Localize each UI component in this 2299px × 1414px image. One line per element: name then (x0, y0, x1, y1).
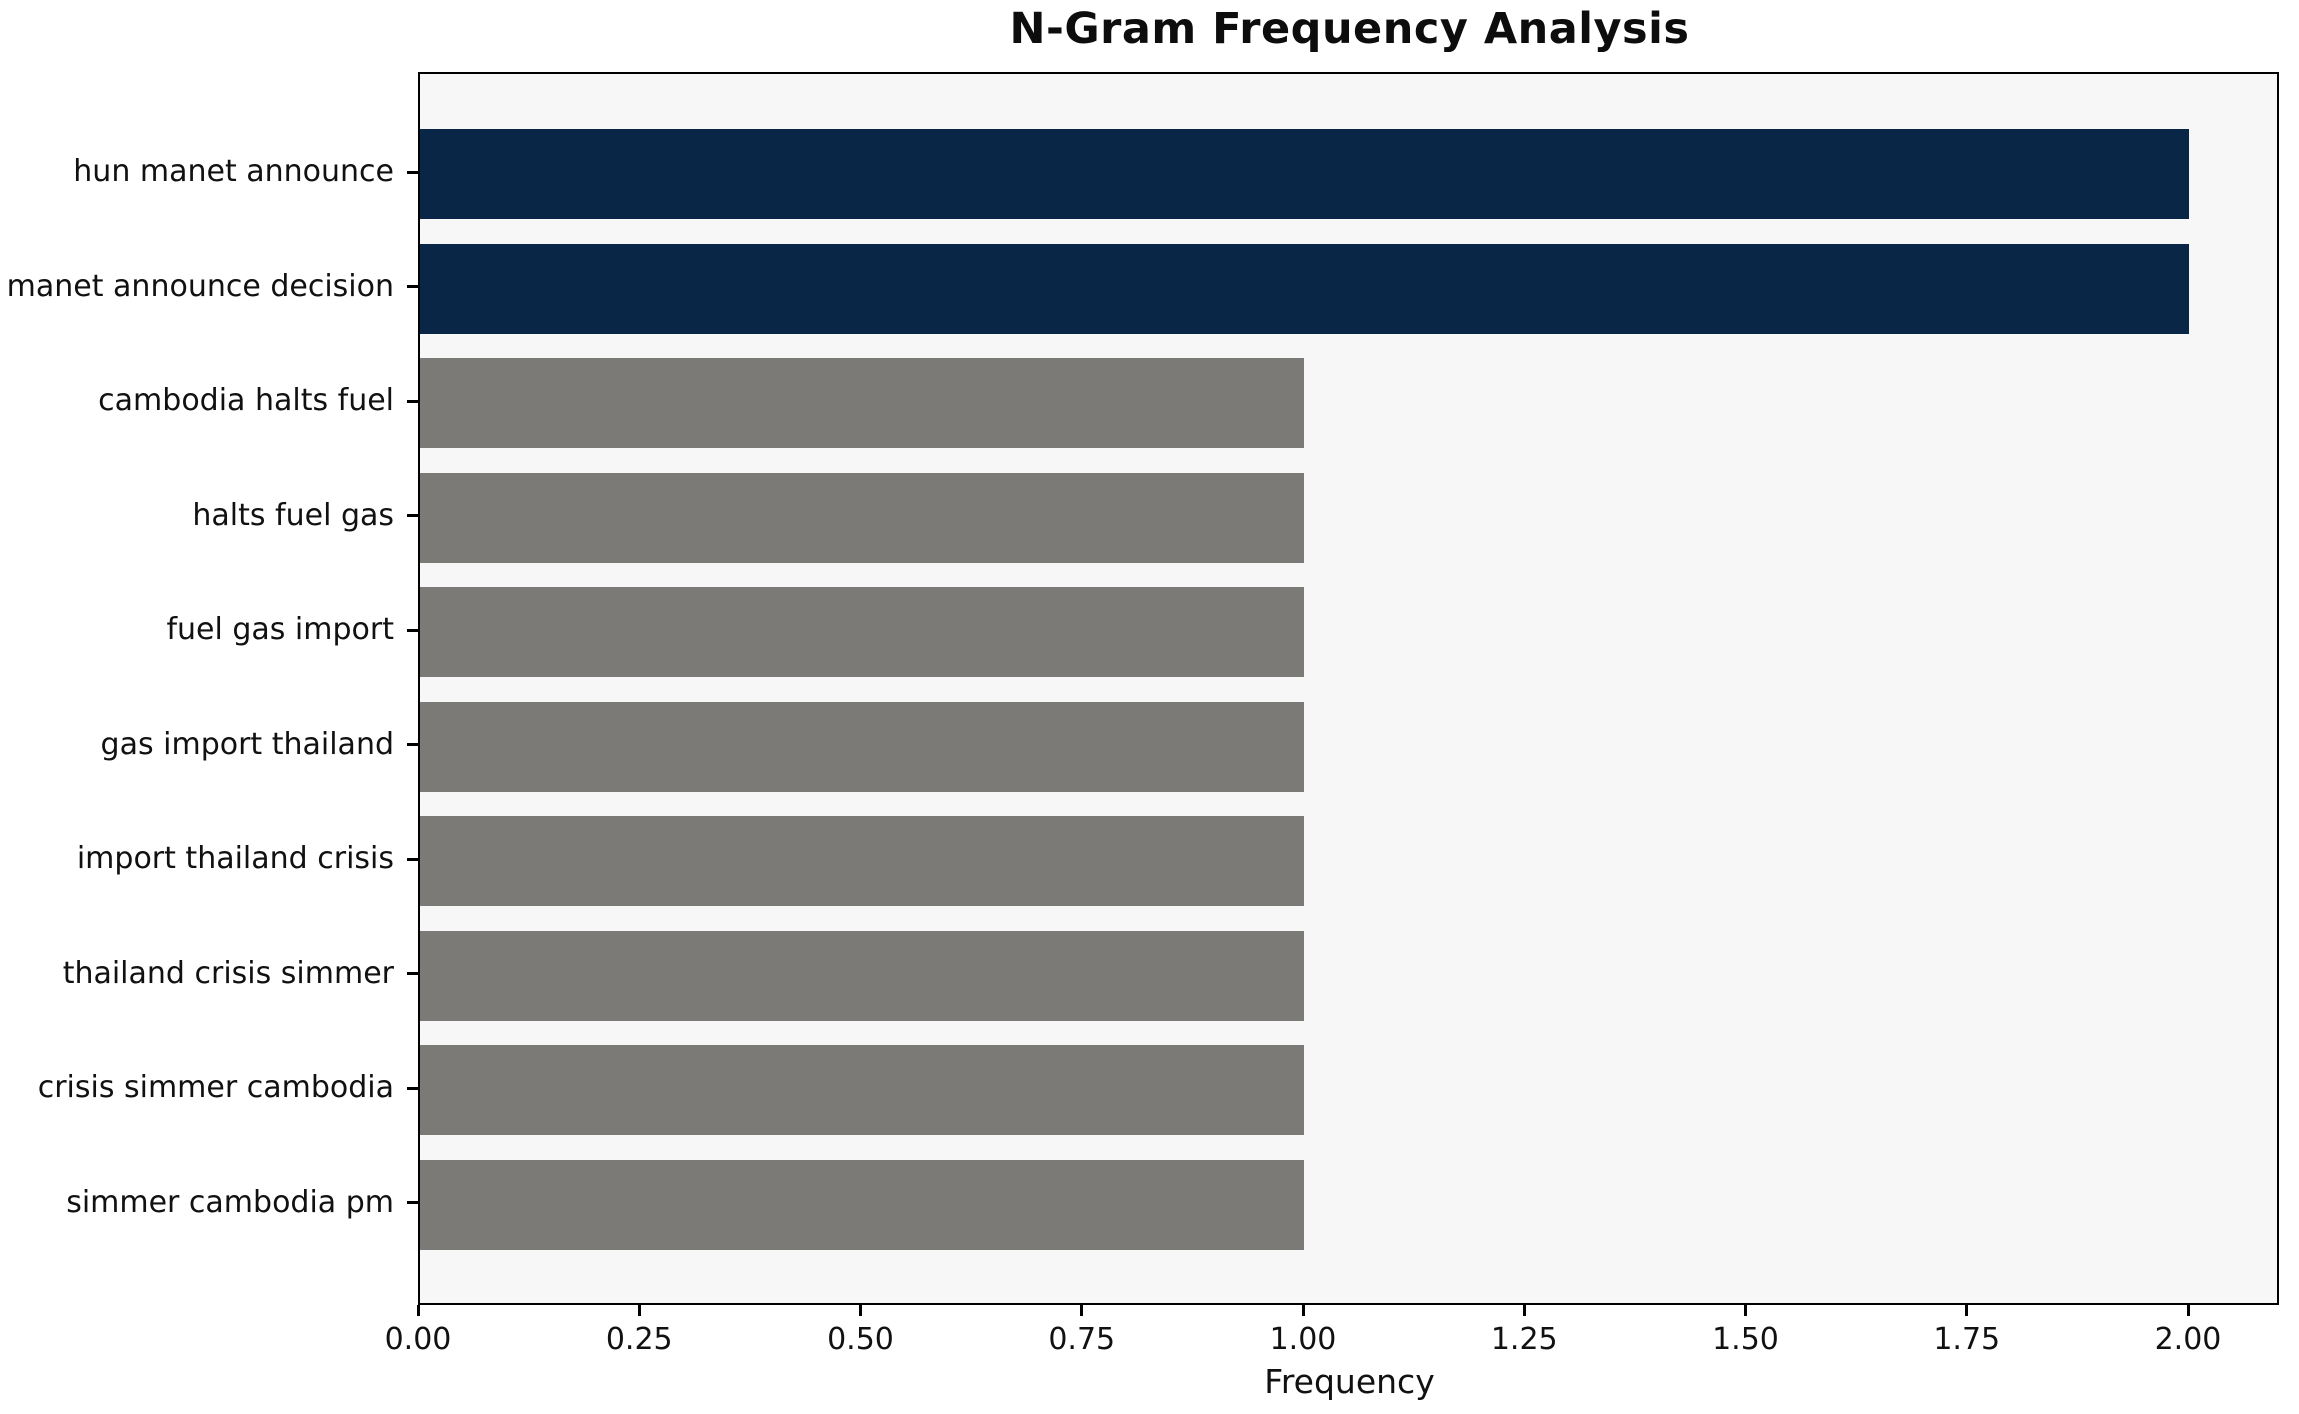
bar-7 (420, 930, 1305, 1021)
y-tick-mark (407, 857, 418, 861)
y-tick-label: crisis simmer cambodia (37, 1070, 394, 1106)
x-tick-mark (416, 1305, 420, 1316)
x-tick-mark (1744, 1305, 1747, 1316)
bar-6 (420, 816, 1305, 907)
y-tick-mark (407, 628, 418, 632)
x-tick-label: 1.50 (1712, 1322, 1779, 1357)
x-tick-label: 1.00 (1269, 1322, 1337, 1357)
x-tick-label: 0.75 (1048, 1322, 1116, 1357)
x-tick-mark (637, 1305, 641, 1316)
bar-3 (420, 472, 1305, 563)
x-tick-mark (1522, 1305, 1526, 1316)
y-tick-mark (407, 399, 418, 403)
bar-8 (420, 1045, 1305, 1136)
x-axis-title: Frequency (1264, 1362, 1435, 1401)
y-tick-mark (407, 1086, 418, 1090)
bar-2 (420, 358, 1305, 449)
x-tick-mark (1080, 1305, 1084, 1316)
x-tick-label: 1.25 (1490, 1322, 1558, 1357)
bar-1 (420, 243, 2189, 334)
bar-0 (420, 129, 2189, 219)
y-tick-mark (407, 285, 418, 289)
y-tick-label: thailand crisis simmer (62, 955, 394, 991)
y-tick-label: manet announce decision (6, 268, 394, 304)
x-tick-label: 0.50 (827, 1322, 894, 1357)
y-tick-mark (407, 1201, 418, 1205)
x-tick-label: 2.00 (2154, 1322, 2222, 1357)
y-tick-mark (407, 972, 418, 976)
x-tick-label: 1.75 (1933, 1322, 2001, 1357)
bar-9 (420, 1159, 1305, 1250)
y-tick-mark (407, 514, 418, 518)
y-tick-label: import thailand crisis (76, 841, 394, 877)
x-tick-label: 0.25 (605, 1322, 673, 1357)
y-tick-mark (407, 170, 418, 174)
bar-5 (420, 701, 1305, 792)
y-tick-label: fuel gas import (166, 612, 394, 648)
x-tick-mark (859, 1305, 862, 1316)
plot-area (418, 72, 2279, 1305)
x-tick-label: 0.00 (384, 1322, 452, 1357)
x-tick-mark (1965, 1305, 1969, 1316)
x-tick-mark (2186, 1305, 2190, 1316)
bar-4 (420, 587, 1305, 678)
y-tick-mark (407, 743, 418, 747)
x-tick-mark (1301, 1305, 1305, 1316)
y-tick-label: gas import thailand (100, 726, 394, 762)
y-tick-label: hun manet announce (73, 154, 394, 189)
y-tick-label: halts fuel gas (192, 497, 394, 533)
y-tick-label: simmer cambodia pm (66, 1184, 394, 1220)
y-tick-label: cambodia halts fuel (98, 383, 394, 419)
y-axis: hun manet announce manet announce decisio… (0, 72, 404, 1305)
chart-title: N-Gram Frequency Analysis (1009, 4, 1690, 54)
